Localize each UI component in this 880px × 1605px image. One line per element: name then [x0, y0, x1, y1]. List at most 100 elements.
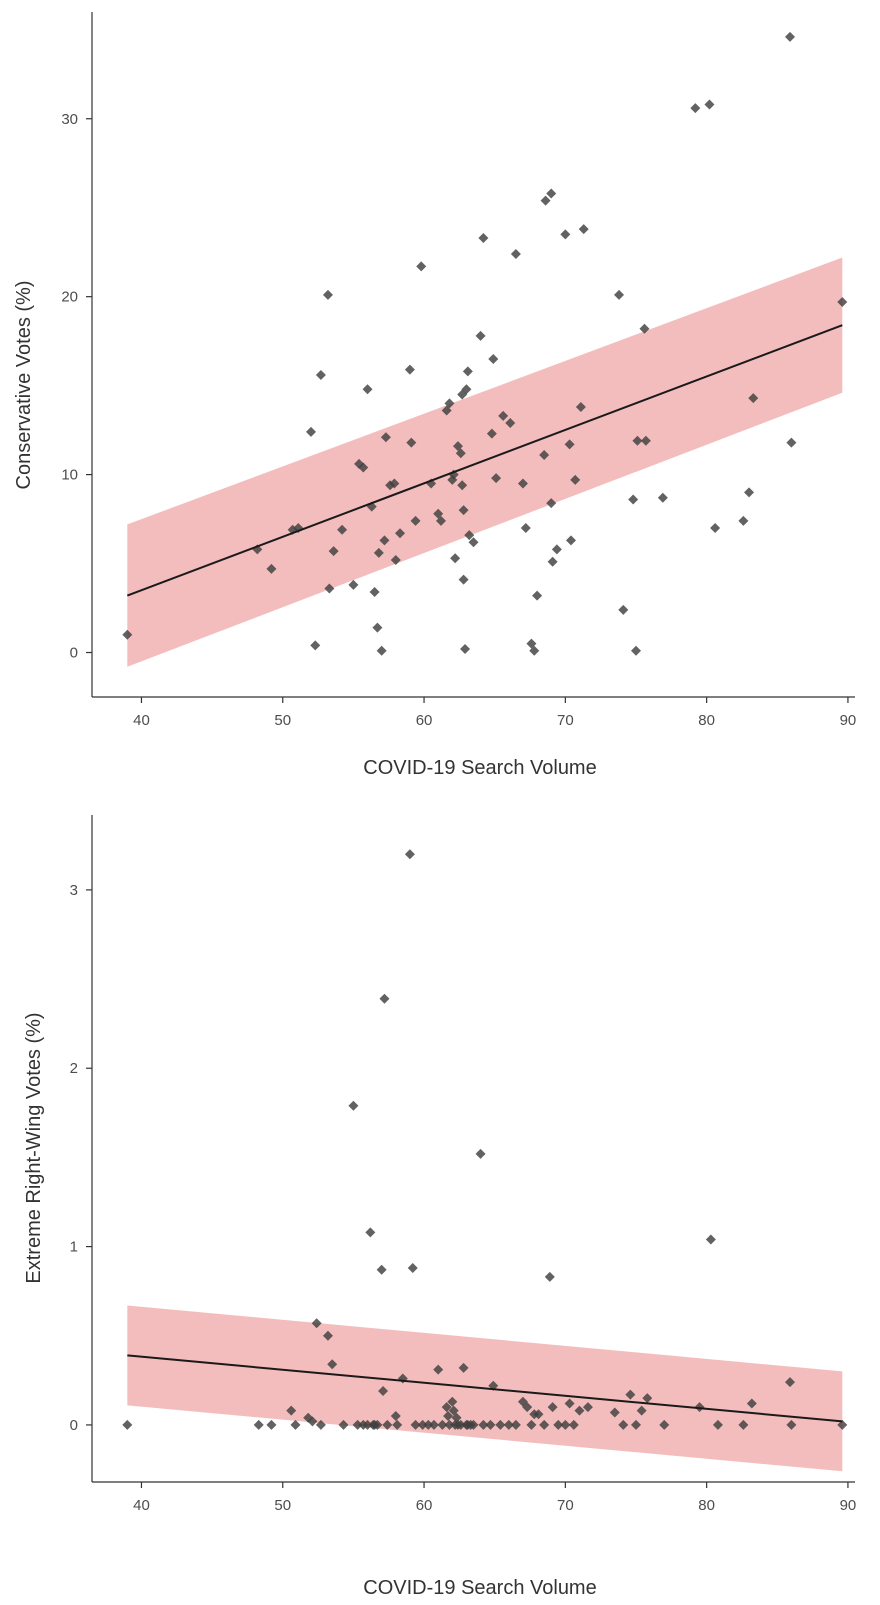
data-point — [618, 1419, 629, 1430]
data-point — [785, 1377, 796, 1388]
data-point — [505, 418, 516, 428]
conservative-regression-line — [126, 324, 843, 597]
data-point — [636, 1405, 647, 1416]
extreme-right-fit-line — [127, 1354, 843, 1423]
data-point — [570, 474, 581, 485]
data-point — [625, 1389, 636, 1400]
data-point — [392, 1419, 403, 1430]
data-point — [404, 364, 415, 375]
data-point — [614, 289, 625, 300]
data-point — [266, 563, 277, 574]
data-point — [324, 583, 335, 594]
x-tick-label: 70 — [557, 712, 574, 729]
data-point — [785, 31, 796, 42]
y-tick-label: 1 — [70, 1239, 78, 1256]
x-tick-label: 70 — [557, 1497, 574, 1514]
data-point — [486, 428, 497, 439]
data-point — [690, 103, 701, 114]
data-point — [609, 1407, 620, 1418]
data-point — [630, 1419, 641, 1430]
data-point — [404, 849, 415, 860]
data-point — [529, 645, 540, 656]
data-point — [372, 622, 383, 633]
data-point — [436, 515, 447, 526]
extreme-right-y-axis-title: Extreme Right-Wing Votes (%) — [23, 1012, 45, 1283]
data-point — [642, 1393, 653, 1404]
data-point — [310, 640, 321, 651]
data-point — [475, 1148, 486, 1159]
data-point — [458, 505, 469, 516]
data-point — [564, 439, 575, 450]
conservative-x-axis-title: COVID-19 Search Volume — [363, 757, 596, 779]
x-tick-label: 80 — [698, 712, 715, 729]
data-point — [582, 1402, 593, 1413]
data-point — [122, 629, 133, 640]
extreme-right-x-axis-title: COVID-19 Search Volume — [363, 1577, 596, 1599]
x-tick-label: 60 — [416, 1497, 433, 1514]
data-point — [485, 1419, 496, 1430]
data-point — [378, 1386, 389, 1397]
data-point — [443, 1411, 454, 1422]
data-point — [547, 1402, 558, 1413]
data-point — [475, 330, 486, 341]
conservative-fit-line — [126, 324, 843, 597]
data-point — [491, 473, 502, 484]
data-point — [322, 1330, 333, 1341]
data-point — [327, 1359, 338, 1370]
data-point — [553, 1419, 564, 1430]
data-point — [444, 398, 455, 409]
data-point — [461, 384, 472, 395]
data-point — [520, 522, 531, 533]
data-point — [710, 522, 721, 533]
data-point — [639, 323, 650, 334]
data-point — [705, 1234, 716, 1245]
data-point — [369, 587, 380, 598]
conservative-y-axis-title: Conservative Votes (%) — [13, 281, 35, 490]
data-point — [468, 1419, 479, 1430]
data-point — [544, 1271, 555, 1282]
conservative-panel: 40 50 60 70 80 90 0 10 20 30 COVID-19 Search Vol… — [13, 12, 856, 779]
extreme-right-points — [122, 849, 848, 1430]
y-tick-label: 10 — [61, 467, 78, 484]
x-tick-label: 40 — [133, 1497, 150, 1514]
y-tick-label: 20 — [61, 289, 78, 306]
conservative-points — [122, 31, 848, 656]
conservative-y-axis: 0 10 20 30 — [61, 12, 93, 697]
data-point — [348, 1100, 359, 1111]
data-point — [315, 369, 326, 380]
data-point — [628, 494, 639, 505]
data-point — [458, 574, 469, 585]
data-point — [252, 544, 263, 555]
data-point — [540, 195, 551, 206]
data-point — [433, 1364, 444, 1375]
data-point — [390, 555, 401, 565]
data-point — [455, 1419, 466, 1430]
data-point — [444, 1419, 455, 1430]
data-point — [407, 1262, 418, 1273]
data-point — [253, 1419, 264, 1430]
data-point — [495, 1419, 506, 1430]
data-point — [640, 435, 651, 446]
y-tick-label: 3 — [70, 882, 78, 899]
extreme-right-regression-line — [127, 1354, 843, 1423]
data-point — [307, 1416, 318, 1427]
data-point — [748, 393, 759, 404]
data-point — [618, 604, 629, 615]
x-tick-label: 90 — [840, 712, 857, 729]
data-point — [315, 1419, 326, 1430]
data-point — [786, 1419, 797, 1430]
data-point — [379, 993, 390, 1004]
data-point — [410, 1419, 421, 1430]
data-point — [704, 99, 715, 110]
data-point — [632, 435, 643, 446]
data-point — [712, 1419, 723, 1430]
data-point — [450, 553, 461, 564]
data-point — [376, 1264, 387, 1275]
data-point — [578, 224, 589, 235]
data-point — [266, 1419, 277, 1430]
data-point — [462, 366, 473, 377]
data-point — [738, 515, 749, 526]
data-point — [837, 1419, 848, 1430]
data-point — [362, 384, 373, 395]
data-point — [372, 1419, 383, 1430]
